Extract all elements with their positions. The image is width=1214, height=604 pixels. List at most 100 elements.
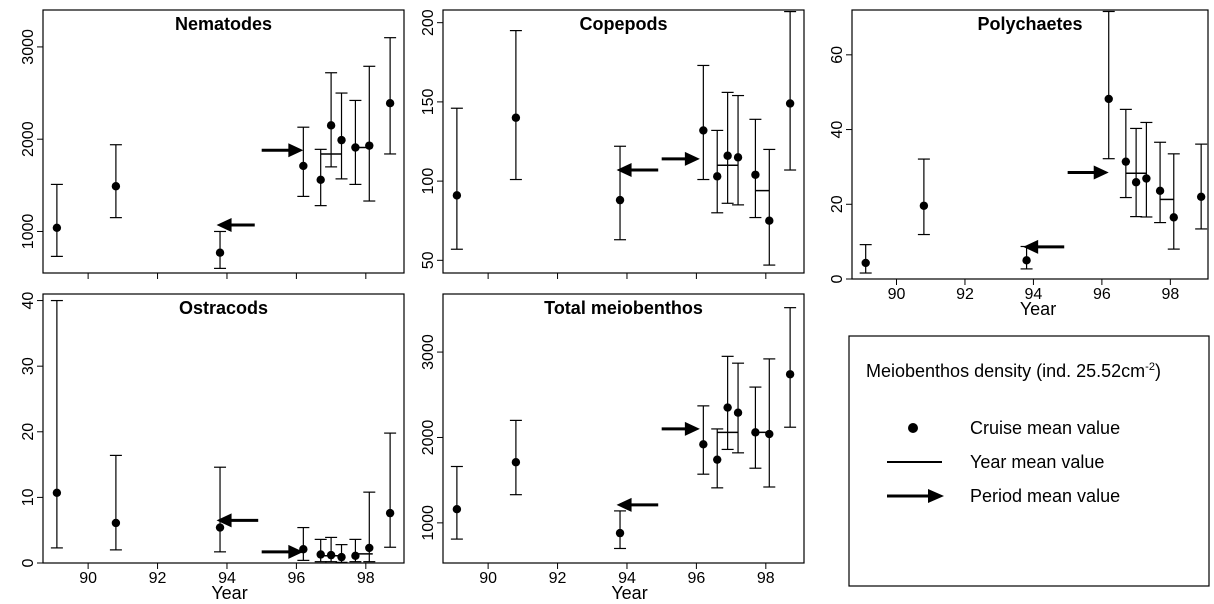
total-meiobenthos-cruise-mean-point (511, 458, 521, 467)
polychaetes-ytick-label: 0 (829, 274, 846, 283)
copepods-cruise-mean-point (723, 151, 732, 160)
total-meiobenthos-error-bar (732, 362, 745, 454)
total-meiobenthos-error-bar (721, 355, 734, 451)
ostracods-cruise-mean-point (316, 550, 325, 559)
legend-period-label: Period mean value (970, 486, 1120, 506)
ostracods-panel: Ostracods 0 10 20 30 40 90 92 94 96 98 Year (20, 292, 405, 603)
copepods-ytick-label: 100 (420, 168, 437, 195)
polychaetes-title: Polychaetes (977, 14, 1082, 34)
ostracods-cruise-mean-point (215, 523, 225, 532)
polychaetes-error-bar (1119, 108, 1132, 199)
copepods-ytick-label: 200 (420, 9, 437, 36)
legend-period-arrow (887, 489, 944, 503)
nematodes-cruise-mean-point (215, 248, 225, 257)
copepods-error-bar (711, 129, 724, 214)
polychaetes-ytick-label: 60 (829, 46, 846, 64)
nematodes-period-mean-arrow (261, 143, 304, 158)
polychaetes-frame (851, 9, 1209, 280)
total-meiobenthos-xtick-label: 90 (479, 570, 497, 587)
polychaetes-xtick-label: 90 (888, 286, 906, 303)
legend-cruise-marker (908, 423, 918, 433)
polychaetes-xlabel: Year (1020, 299, 1056, 319)
polychaetes-xtick-label: 94 (1025, 286, 1043, 303)
copepods-title: Copepods (580, 14, 668, 34)
ostracods-error-bar (214, 466, 227, 553)
ostracods-period-mean-arrow (261, 544, 304, 559)
copepods-error-bar (697, 64, 710, 181)
nematodes-ytick-label: 1000 (20, 214, 37, 250)
nematodes-title: Nematodes (175, 14, 272, 34)
copepods-error-bar (509, 29, 522, 181)
total-meiobenthos-xtick-label: 94 (618, 570, 636, 587)
copepods-cruise-mean-point (785, 99, 795, 108)
ostracods-error-bar (297, 526, 310, 561)
total-meiobenthos-cruise-mean-point (785, 370, 795, 379)
total-meiobenthos-cruise-mean-point (723, 403, 732, 412)
ostracods-xtick-label: 98 (357, 570, 375, 587)
ostracods-cruise-mean-point (337, 552, 346, 562)
total-meiobenthos-xtick-label: 96 (687, 570, 705, 587)
total-meiobenthos-panel: Total meiobenthos 1000 2000 3000 90 92 94 96 98 Y… (420, 293, 805, 603)
nematodes-error-bar (325, 72, 338, 168)
polychaetes-cruise-mean-point (861, 258, 870, 268)
total-meiobenthos-error-bar (763, 358, 776, 488)
total-meiobenthos-cruise-mean-point (615, 528, 625, 538)
polychaetes-error-bar (1140, 121, 1153, 218)
nematodes-cruise-mean-point (316, 175, 325, 184)
total-meiobenthos-xtick-label: 98 (757, 570, 775, 587)
polychaetes-cruise-mean-point (1142, 174, 1151, 183)
ostracods-title: Ostracods (179, 298, 268, 318)
total-meiobenthos-title: Total meiobenthos (544, 298, 703, 318)
copepods-panel: Copepods 50 100 150 200 (420, 9, 805, 279)
ostracods-xtick-label: 94 (218, 570, 236, 587)
ostracods-ytick-label: 30 (20, 357, 37, 375)
polychaetes-xtick-label: 92 (956, 286, 974, 303)
total-meiobenthos-error-bar (784, 307, 797, 428)
total-meiobenthos-period-mean-arrow (616, 497, 659, 512)
nematodes-cruise-mean-point (52, 223, 62, 232)
nematodes-cruise-mean-point (385, 99, 395, 108)
ostracods-period-mean-arrow (216, 513, 259, 528)
polychaetes-error-bar (1195, 143, 1208, 230)
nematodes-ytick-label: 3000 (20, 29, 37, 65)
nematodes-cruise-mean-point (326, 121, 336, 130)
ostracods-ytick-label: 0 (20, 558, 37, 567)
legend-year-label: Year mean value (970, 452, 1104, 472)
copepods-cruise-mean-point (765, 216, 774, 225)
ostracods-cruise-mean-point (365, 543, 374, 553)
legend-title: Meiobenthos density (ind. 25.52cm-2) (866, 361, 1161, 381)
total-meiobenthos-error-bar (509, 419, 522, 496)
polychaetes-ytick-label: 40 (829, 121, 846, 139)
ostracods-ytick-label: 40 (20, 292, 37, 310)
ostracods-xtick-label: 92 (149, 570, 167, 587)
copepods-error-bar (784, 10, 797, 171)
polychaetes-cruise-mean-point (919, 201, 929, 210)
copepods-error-bar (763, 148, 776, 266)
total-meiobenthos-ytick-label: 1000 (420, 505, 437, 541)
ostracods-xlabel: Year (211, 583, 247, 603)
copepods-ytick-label: 150 (420, 88, 437, 115)
copepods-error-bar (721, 91, 734, 204)
copepods-cruise-mean-point (452, 191, 462, 200)
ostracods-ytick-label: 10 (20, 488, 37, 506)
polychaetes-cruise-mean-point (1104, 94, 1113, 104)
total-meiobenthos-period-mean-arrow (661, 421, 700, 436)
ostracods-cruise-mean-point (385, 508, 395, 518)
polychaetes-error-bar (1167, 153, 1180, 250)
copepods-error-bar (749, 118, 762, 219)
polychaetes-cruise-mean-point (1131, 178, 1141, 187)
copepods-cruise-mean-point (511, 113, 521, 122)
copepods-error-bar (732, 94, 745, 206)
polychaetes-period-mean-arrow (1067, 165, 1109, 180)
copepods-error-bar (614, 145, 627, 241)
copepods-period-mean-arrow (616, 163, 659, 178)
polychaetes-xtick-label: 98 (1161, 286, 1179, 303)
polychaetes-cruise-mean-point (1169, 213, 1178, 222)
ostracods-xtick-label: 90 (79, 570, 97, 587)
polychaetes-cruise-mean-point (1121, 157, 1131, 166)
copepods-period-mean-arrow (661, 151, 700, 166)
polychaetes-cruise-mean-point (1196, 192, 1206, 202)
copepods-ytick-label: 50 (420, 251, 437, 269)
